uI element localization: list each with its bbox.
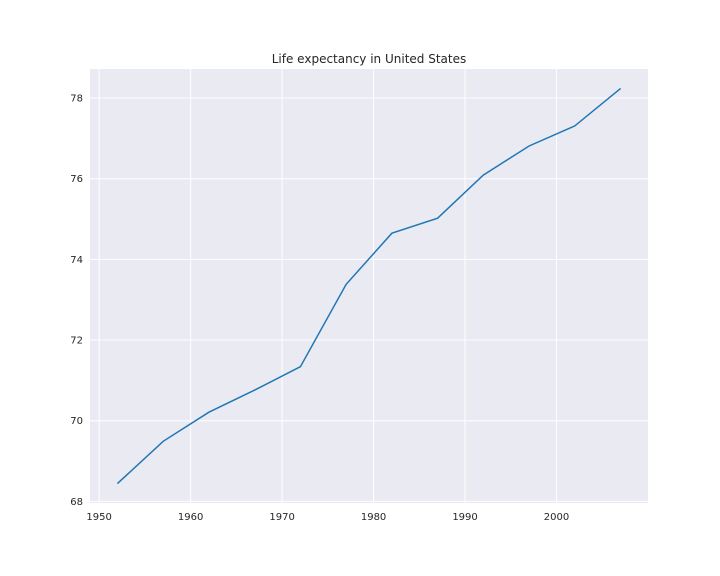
x-tick-label: 1960 — [178, 512, 203, 523]
y-tick-label: 74 — [70, 255, 83, 266]
y-tick-label: 70 — [70, 416, 83, 427]
x-grid — [98, 69, 558, 503]
x-tick-label: 2000 — [544, 512, 569, 523]
x-tick-label: 1970 — [269, 512, 294, 523]
y-tick-label: 68 — [70, 497, 83, 508]
x-tick-labels: 1950 1960 1970 1980 1990 2000 — [86, 512, 569, 523]
y-grid — [90, 97, 648, 502]
x-tick-label: 1990 — [452, 512, 477, 523]
y-tick-labels: 68 70 72 74 76 78 — [70, 94, 83, 508]
x-tick-label: 1980 — [361, 512, 386, 523]
x-tick-label: 1950 — [86, 512, 111, 523]
y-tick-label: 72 — [70, 336, 83, 347]
series-line — [116, 87, 622, 485]
y-tick-label: 76 — [70, 174, 83, 185]
y-tick-label: 78 — [70, 94, 83, 105]
chart-title: Life expectancy in United States — [272, 52, 467, 66]
plot-background — [90, 69, 648, 503]
